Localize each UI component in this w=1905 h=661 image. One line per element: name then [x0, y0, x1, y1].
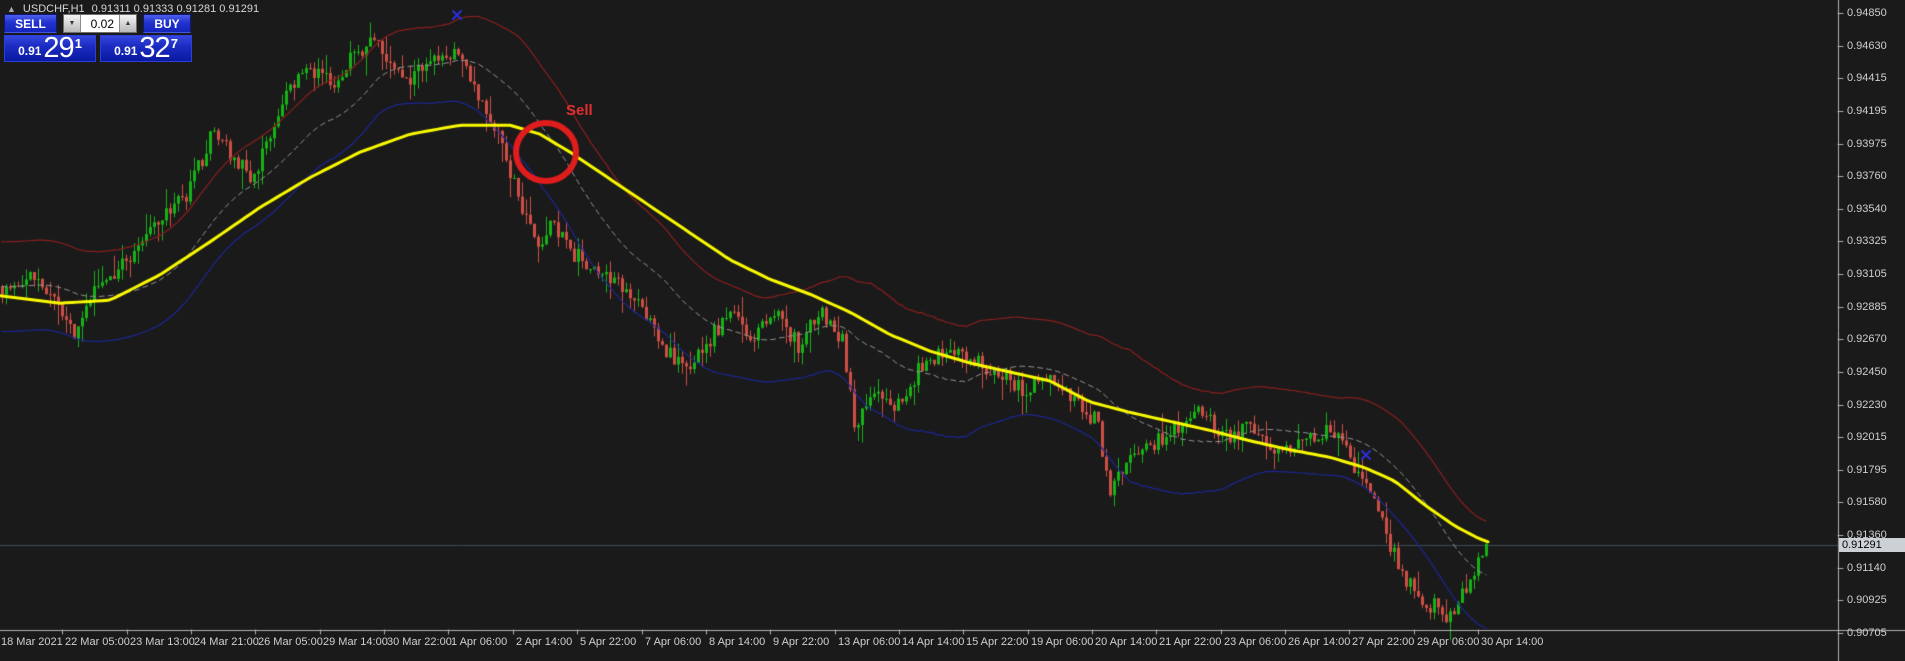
- buy-price-pip-digit: 7: [170, 36, 178, 51]
- sell-button[interactable]: SELL: [4, 14, 57, 33]
- lot-size-spinner: ▼ 0.02 ▲: [63, 14, 137, 33]
- lot-decrease-button[interactable]: ▼: [64, 15, 81, 32]
- trade-panel-top-row: SELL ▼ 0.02 ▲ BUY: [4, 14, 192, 33]
- chart-ohlc-values: 0.91311 0.91333 0.91281 0.91291: [91, 3, 260, 15]
- sell-annotation: Sell: [566, 102, 593, 119]
- sell-price-big-digits: 29: [43, 32, 74, 64]
- chart-symbol-title: USDCHF,H1: [22, 3, 85, 15]
- lot-increase-button[interactable]: ▲: [119, 15, 136, 32]
- one-click-trading-panel: SELL ▼ 0.02 ▲ BUY 0.91 29 1 0.91 32 7: [4, 14, 192, 64]
- buy-price-button[interactable]: 0.91 32 7: [100, 32, 192, 64]
- lot-size-input[interactable]: 0.02: [81, 15, 119, 32]
- chevron-down-icon: ▼: [68, 20, 76, 27]
- sell-price-button[interactable]: 0.91 29 1: [4, 32, 96, 64]
- buy-price-prefix: 0.91: [114, 44, 138, 58]
- buy-button[interactable]: BUY: [143, 14, 191, 33]
- panel-collapse-icon[interactable]: ▲: [7, 3, 16, 14]
- current-price-tag: 0.91291: [1839, 538, 1905, 552]
- sell-price-prefix: 0.91: [18, 44, 42, 58]
- sell-price-pip-digit: 1: [74, 36, 82, 51]
- trade-panel-price-row: 0.91 29 1 0.91 32 7: [4, 32, 192, 64]
- chevron-up-icon: ▲: [124, 20, 132, 27]
- buy-price-big-digits: 32: [139, 32, 170, 64]
- chart-header: ▲ USDCHF,H1 0.91311 0.91333 0.91281 0.91…: [7, 3, 259, 15]
